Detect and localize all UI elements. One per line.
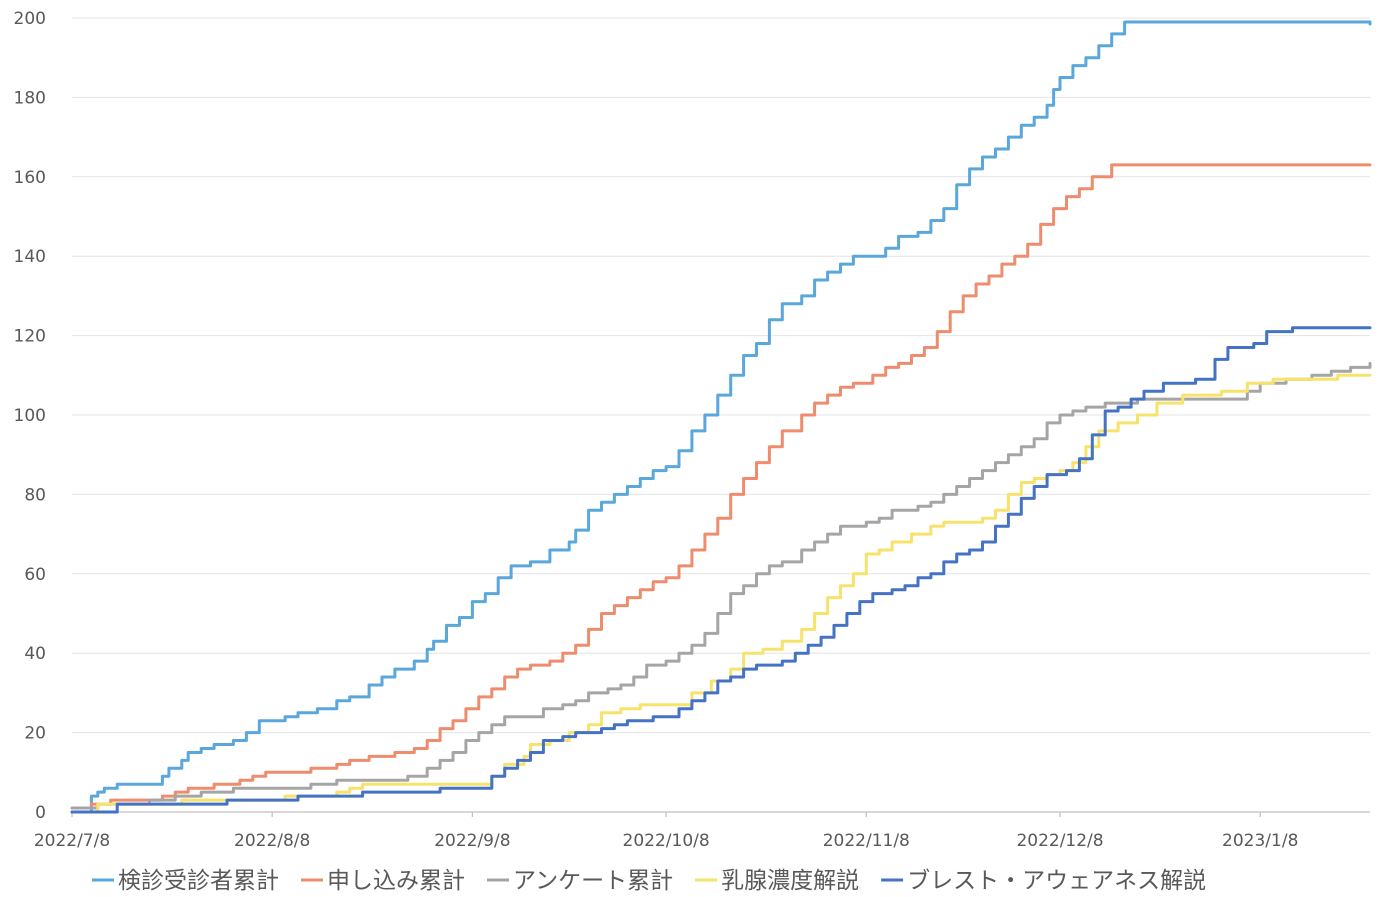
x-tick-label: 2022/7/8 <box>34 831 110 851</box>
legend-item-2: 申し込み累計 <box>301 868 465 894</box>
y-tick-label: 100 <box>14 406 46 426</box>
y-tick-label: 200 <box>14 9 46 29</box>
series-line-3 <box>70 361 1372 810</box>
series-lines <box>70 20 1372 814</box>
x-tick-label: 2022/9/8 <box>434 831 510 851</box>
legend: 検診受診者累計 申し込み累計 アンケート累計 乳腺濃度解説 ブレスト・アウェアネス解説 <box>92 868 1206 894</box>
legend-item-3: アンケート累計 <box>487 868 673 894</box>
series-line-1 <box>70 20 1372 814</box>
y-tick-label: 120 <box>14 327 46 347</box>
y-tick-label: 60 <box>24 565 46 585</box>
x-tick-label: 2023/1/8 <box>1222 831 1298 851</box>
legend-item-4: 乳腺濃度解説 <box>695 868 859 894</box>
series-line-5 <box>70 326 1372 814</box>
legend-label: 検診受診者累計 <box>118 868 279 894</box>
y-tick-label: 180 <box>14 88 46 108</box>
y-axis-ticks: 0 20 40 60 80 100 120 140 160 180 200 <box>14 9 46 823</box>
legend-label: 乳腺濃度解説 <box>721 868 859 894</box>
series-line-4 <box>70 373 1372 814</box>
legend-label: アンケート累計 <box>513 868 673 894</box>
x-tick-label: 2022/8/8 <box>234 831 310 851</box>
y-tick-label: 80 <box>24 485 46 505</box>
y-tick-label: 0 <box>35 803 46 823</box>
legend-item-5: ブレスト・アウェアネス解説 <box>881 868 1206 894</box>
legend-item-1: 検診受診者累計 <box>92 868 279 894</box>
y-tick-label: 140 <box>14 247 46 267</box>
legend-label: ブレスト・アウェアネス解説 <box>907 868 1206 894</box>
x-tick-label: 2022/11/8 <box>823 831 910 851</box>
gridlines <box>72 17 1370 813</box>
legend-label: 申し込み累計 <box>327 868 465 894</box>
x-tick-label: 2022/12/8 <box>1016 831 1103 851</box>
y-tick-label: 160 <box>14 168 46 188</box>
series-line-2 <box>70 163 1372 810</box>
y-tick-label: 40 <box>24 644 46 664</box>
x-axis-ticks: 2022/7/8 2022/8/8 2022/9/8 2022/10/8 2022/11… <box>34 812 1298 851</box>
y-tick-label: 20 <box>24 724 46 744</box>
x-tick-label: 2022/10/8 <box>623 831 710 851</box>
